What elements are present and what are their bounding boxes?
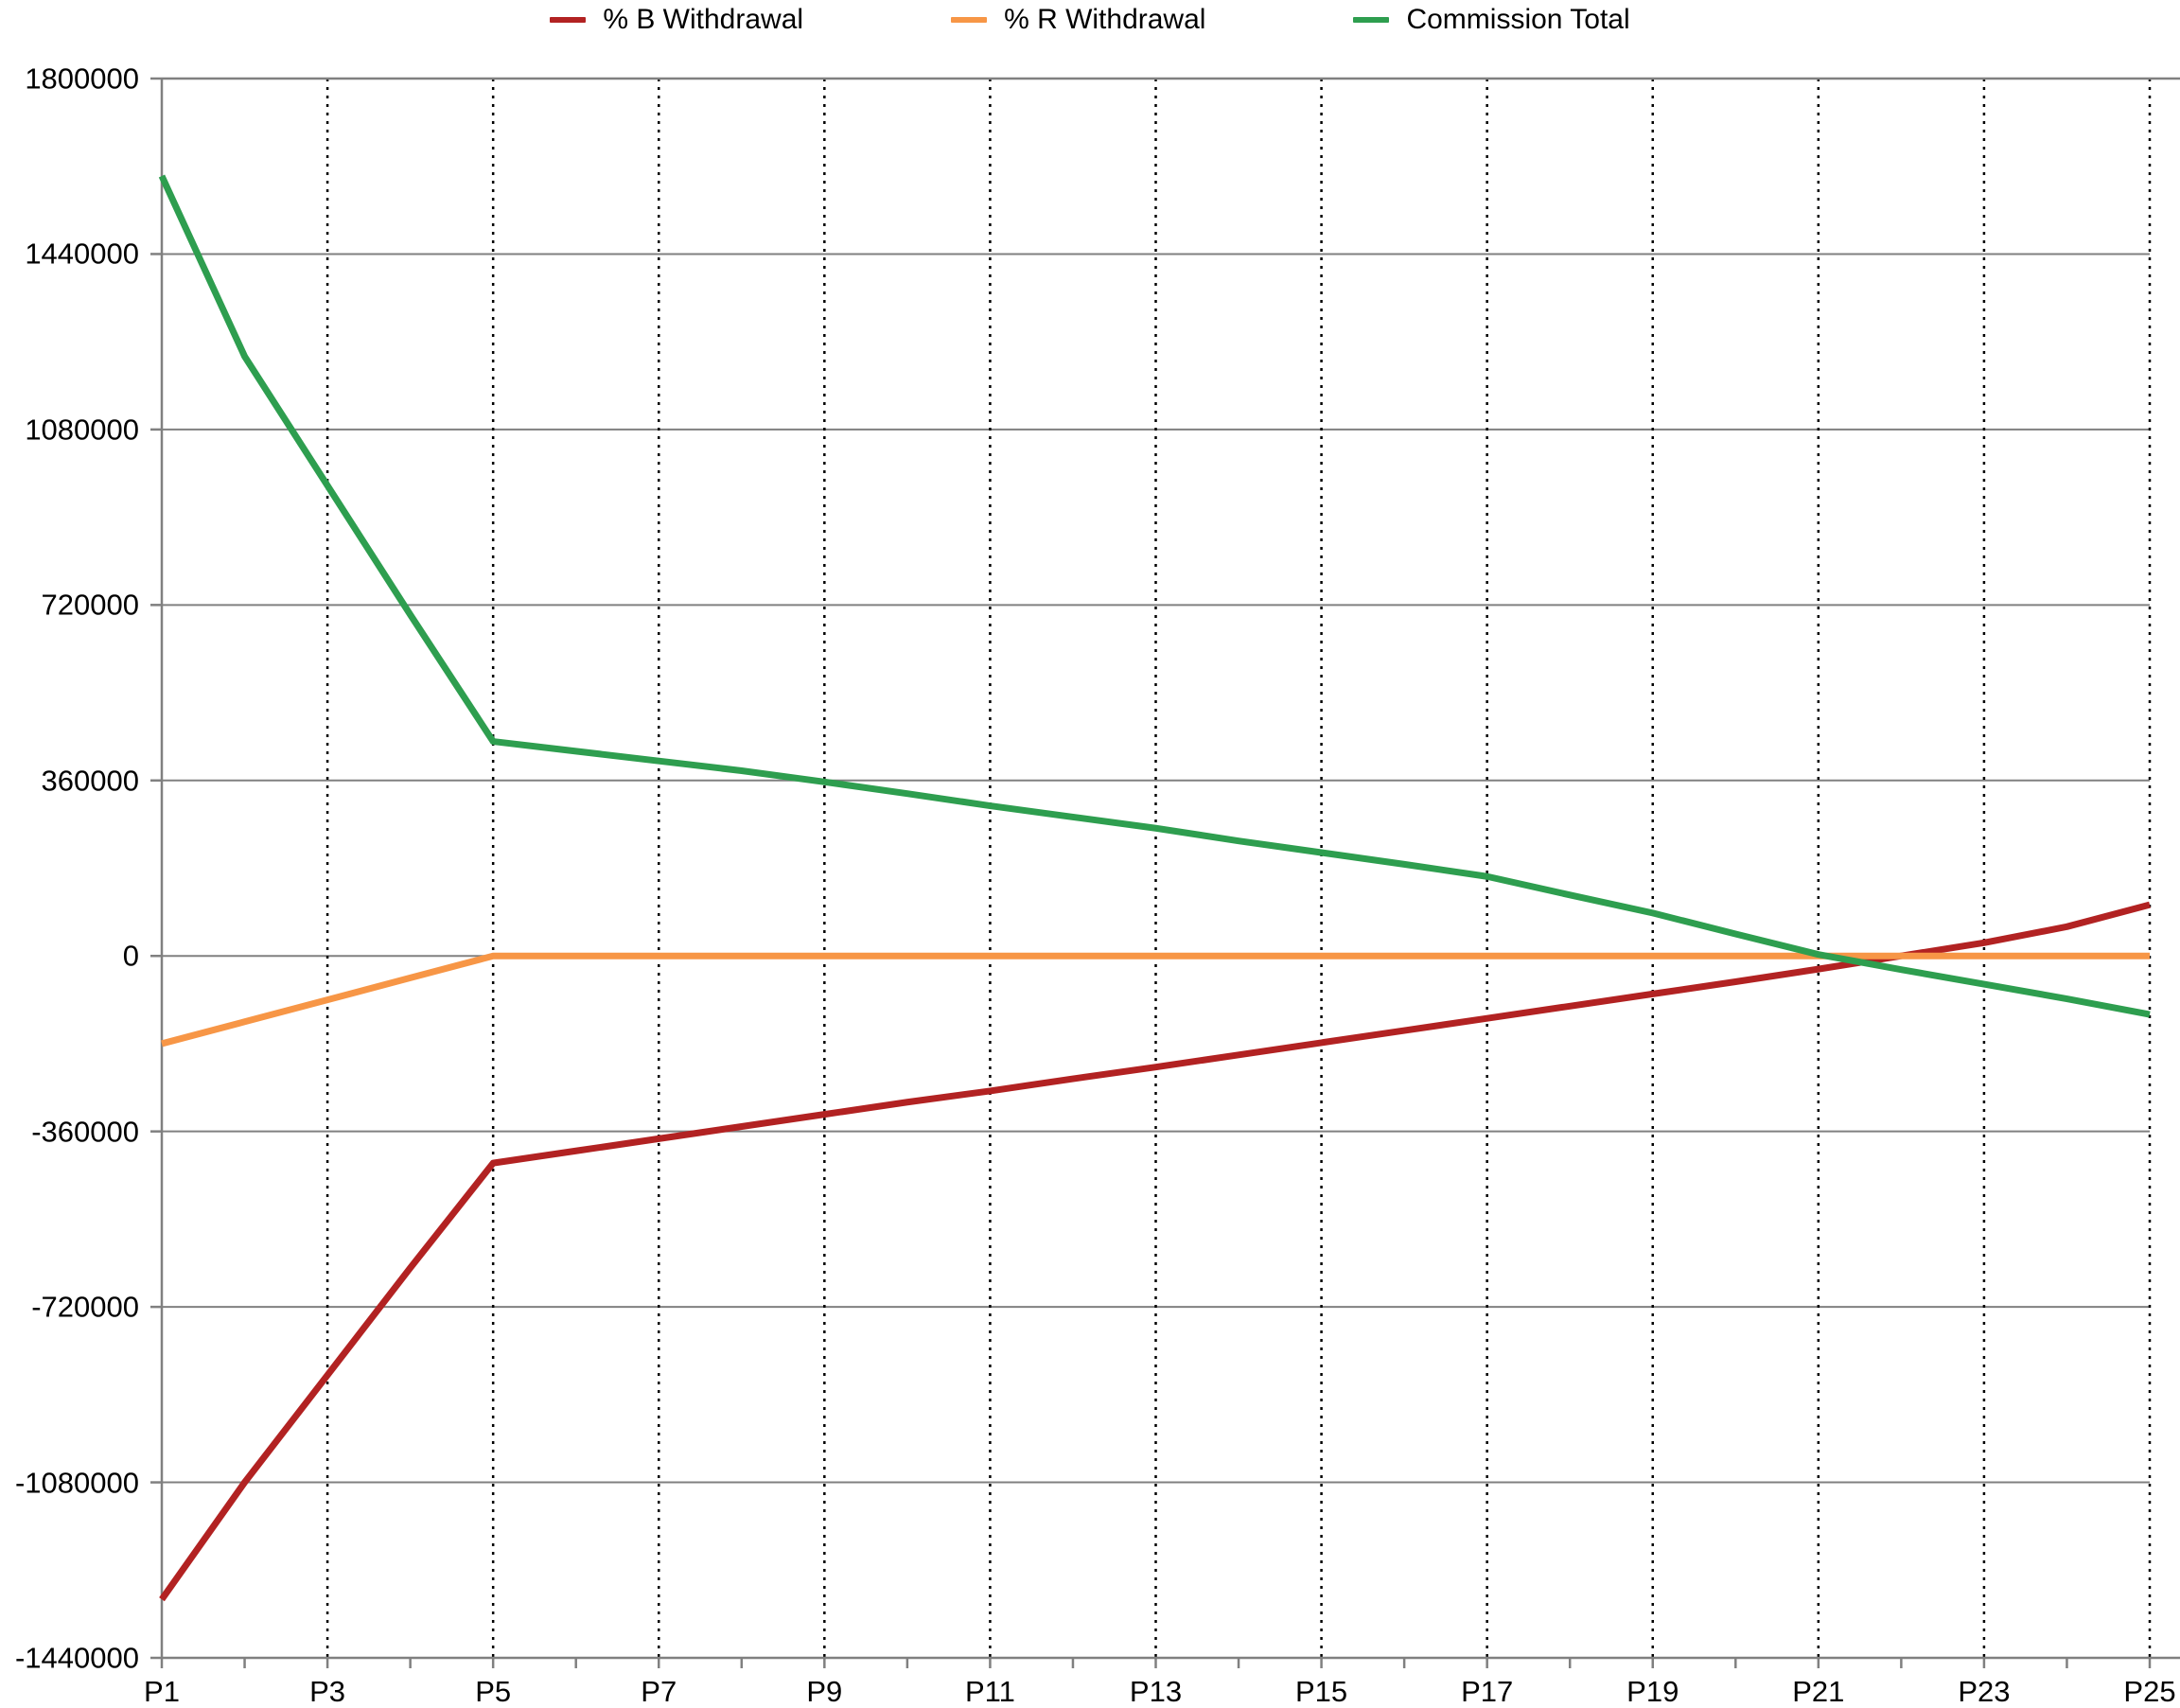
- x-tick-label: P13: [1129, 1675, 1183, 1708]
- x-tick-label: P1: [144, 1675, 180, 1708]
- y-tick-label: -1440000: [14, 1641, 139, 1675]
- y-tick-label: 720000: [41, 588, 139, 622]
- x-tick-label: P3: [309, 1675, 346, 1708]
- legend-label-r-withdrawal: % R Withdrawal: [1004, 4, 1206, 35]
- x-tick-label: P17: [1461, 1675, 1514, 1708]
- x-tick-label: P9: [806, 1675, 843, 1708]
- legend-item-r-withdrawal[interactable]: % R Withdrawal: [951, 6, 1205, 34]
- series-lines: [158, 174, 2151, 1602]
- horizontal-gridlines: [162, 78, 2150, 1659]
- y-tick-label: 0: [122, 939, 139, 973]
- axis-lines: [160, 77, 2180, 1660]
- y-tick-label: 360000: [41, 764, 139, 798]
- legend-swatch-r-withdrawal: [951, 17, 988, 23]
- vertical-gridlines: [325, 79, 2152, 1658]
- axis-tick-marks: [150, 77, 2152, 1668]
- series-line-0: [159, 901, 2151, 1602]
- legend-item-b-withdrawal[interactable]: % B Withdrawal: [550, 6, 803, 34]
- series-line-2: [158, 174, 2151, 1018]
- y-tick-label: 1800000: [25, 62, 139, 96]
- x-tick-label: P5: [475, 1675, 512, 1708]
- x-tick-label: P15: [1294, 1675, 1348, 1708]
- legend-label-commission-total: Commission Total: [1406, 4, 1630, 35]
- x-tick-label: P19: [1626, 1675, 1679, 1708]
- legend-item-commission-total[interactable]: Commission Total: [1353, 4, 1630, 35]
- y-tick-label: 1080000: [25, 413, 139, 447]
- legend-label-b-withdrawal: % B Withdrawal: [603, 4, 804, 35]
- x-tick-label: P11: [964, 1675, 1015, 1708]
- x-tick-label: P23: [1958, 1675, 2011, 1708]
- x-tick-label: P25: [2123, 1675, 2176, 1708]
- legend-swatch-commission-total: [1353, 17, 1390, 23]
- y-tick-label: 1440000: [25, 237, 139, 271]
- chart-legend: % B Withdrawal % R Withdrawal Commission…: [0, 0, 2180, 40]
- x-tick-label: P7: [641, 1675, 677, 1708]
- legend-swatch-b-withdrawal: [550, 17, 587, 23]
- y-tick-label: -720000: [31, 1290, 139, 1324]
- y-tick-label: -1080000: [14, 1466, 139, 1500]
- y-tick-label: -360000: [31, 1115, 139, 1149]
- x-tick-label: P21: [1792, 1675, 1845, 1708]
